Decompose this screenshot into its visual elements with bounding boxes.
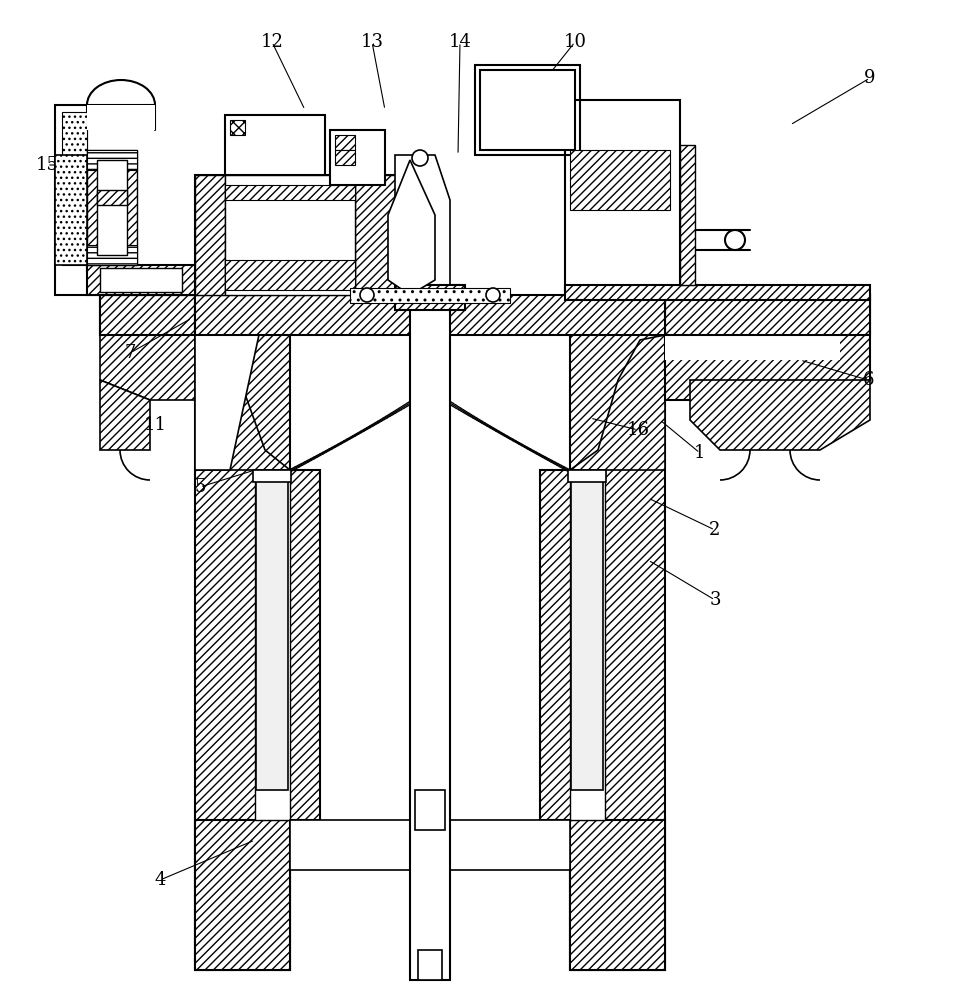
Text: 3: 3 xyxy=(710,591,721,609)
Bar xyxy=(225,260,355,290)
Polygon shape xyxy=(570,820,665,970)
Bar xyxy=(410,295,450,980)
Text: 8: 8 xyxy=(72,271,84,289)
Bar xyxy=(335,150,355,165)
Bar xyxy=(225,175,355,295)
Bar xyxy=(480,70,575,150)
Bar xyxy=(395,285,465,310)
Bar xyxy=(253,470,291,482)
Polygon shape xyxy=(100,380,150,450)
Polygon shape xyxy=(195,820,290,970)
Bar xyxy=(680,145,695,285)
Bar xyxy=(87,150,137,170)
Polygon shape xyxy=(665,295,870,335)
Bar xyxy=(97,190,127,205)
Polygon shape xyxy=(388,160,435,295)
Bar xyxy=(195,175,225,295)
Polygon shape xyxy=(195,320,320,970)
Bar xyxy=(225,115,325,175)
Text: 11: 11 xyxy=(144,416,167,434)
Polygon shape xyxy=(62,112,87,265)
Bar xyxy=(87,150,137,265)
Circle shape xyxy=(725,230,745,250)
Bar xyxy=(330,130,385,185)
Text: 5: 5 xyxy=(195,478,205,496)
Circle shape xyxy=(412,150,428,166)
Bar xyxy=(55,155,87,265)
Text: 13: 13 xyxy=(361,33,384,51)
Bar xyxy=(350,288,510,303)
Text: 16: 16 xyxy=(627,421,650,439)
Polygon shape xyxy=(570,335,665,470)
Text: 7: 7 xyxy=(124,344,136,362)
Polygon shape xyxy=(195,320,260,470)
Bar xyxy=(87,105,155,130)
Polygon shape xyxy=(565,100,680,290)
Polygon shape xyxy=(195,295,665,335)
Text: 4: 4 xyxy=(154,871,166,889)
Bar xyxy=(87,265,195,295)
Bar xyxy=(87,245,137,265)
Polygon shape xyxy=(195,335,290,470)
Bar xyxy=(570,150,670,210)
Bar xyxy=(565,285,870,300)
Text: 10: 10 xyxy=(564,33,586,51)
Polygon shape xyxy=(395,155,450,290)
Bar xyxy=(97,160,127,255)
Polygon shape xyxy=(690,380,870,450)
Text: 15: 15 xyxy=(36,156,59,174)
Text: 1: 1 xyxy=(694,444,706,462)
Bar xyxy=(230,120,245,135)
Bar xyxy=(256,480,288,790)
Polygon shape xyxy=(540,320,665,970)
Polygon shape xyxy=(100,295,195,335)
Bar xyxy=(225,185,355,200)
Polygon shape xyxy=(100,335,195,400)
Bar xyxy=(255,470,290,820)
Circle shape xyxy=(486,288,500,302)
Polygon shape xyxy=(55,105,195,295)
Bar xyxy=(418,950,442,980)
Bar xyxy=(335,135,355,150)
Text: 2: 2 xyxy=(710,521,721,539)
Text: 6: 6 xyxy=(862,371,873,389)
Polygon shape xyxy=(665,295,870,400)
Bar xyxy=(568,470,606,482)
Bar xyxy=(475,65,580,155)
Bar xyxy=(355,175,420,295)
Polygon shape xyxy=(665,335,840,360)
Circle shape xyxy=(360,288,374,302)
Bar xyxy=(290,820,570,870)
Polygon shape xyxy=(100,295,195,335)
Polygon shape xyxy=(665,320,720,335)
Text: 14: 14 xyxy=(448,33,471,51)
Bar xyxy=(195,175,420,295)
Bar xyxy=(400,285,460,305)
Text: 12: 12 xyxy=(260,33,283,51)
Bar xyxy=(100,268,182,292)
Bar xyxy=(415,790,445,830)
Bar xyxy=(570,470,605,820)
Text: 9: 9 xyxy=(865,69,875,87)
Bar xyxy=(571,480,603,790)
